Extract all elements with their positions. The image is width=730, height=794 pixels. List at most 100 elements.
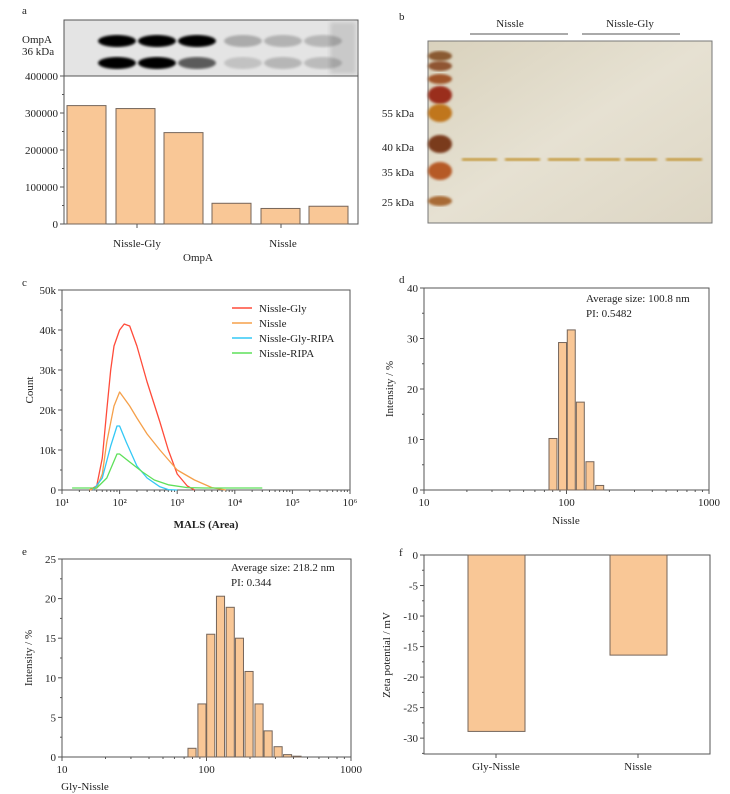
bar-nissle-gly-2 [115,108,156,225]
ladder-band [428,135,452,153]
histogram-bar [273,746,283,758]
y-tick-label: 50k [40,285,57,297]
legend-label: Nissle-Gly [259,303,307,315]
y-tick-label: 15 [45,633,57,645]
y-tick-label: 10 [45,673,57,685]
ladder-band [428,61,452,71]
y-tick-label: 100000 [25,182,59,194]
y-tick-label: 300000 [25,108,59,120]
x-category-label: Gly-Nissle [472,761,520,773]
marker-label: 25 kDa [382,197,414,209]
blot-band [178,35,216,47]
ladder-band [428,74,452,84]
blot-band [264,35,302,47]
panel-label-d: d [399,274,405,286]
y-tick-label: 200000 [25,145,59,157]
histogram-bar [548,437,558,491]
histogram-bar [254,703,264,758]
y-tick-label: 0 [51,752,57,764]
average-size-annotation: Average size: 100.8 nm [586,293,690,305]
histogram-bar [225,606,235,758]
y-tick-label: 20 [407,384,419,396]
panel-label-e: e [22,546,27,558]
y-tick-label: -20 [403,672,418,684]
y-tick-label: 5 [51,712,57,724]
gel-band-ompa [462,158,497,161]
panel-label-a: a [22,5,27,17]
y-tick-label: 10k [40,445,57,457]
y-tick-label: 25 [45,554,57,566]
x-tick-label: 10 [419,497,431,509]
marker-label: 55 kDa [382,108,414,120]
blot-band [138,57,176,69]
blot-band [138,35,176,47]
histogram-bar [206,633,216,758]
y-axis-label: Intensity / % [384,361,396,417]
blot-band [264,57,302,69]
histogram-bar [215,595,226,758]
plot-frame-a [63,75,359,225]
panel-label-f: f [399,547,403,559]
legend-label: Nissle-Gly-RIPA [259,333,334,345]
y-tick-label: -5 [409,581,419,593]
series-line-nissle-gly-ripa [92,425,178,491]
western-blot-image [63,19,359,77]
plot-frame-c [61,289,351,491]
blot-band [98,57,136,69]
plot-frame-f [423,554,711,755]
histogram-bar [263,730,273,758]
histogram-bar [558,342,568,491]
x-tick-label: 10² [112,497,127,509]
histogram-bar [187,747,197,758]
lane-group-label-nissle-gly: Nissle-Gly [606,18,654,30]
x-tick-label: 10⁴ [227,497,242,509]
y-axis-label: Zeta potential / mV [381,612,393,698]
y-tick-label: -25 [403,703,418,715]
x-axis-label: Nissle [552,515,580,527]
histogram-bar [575,401,585,491]
x-axis-label: OmpA [183,252,213,264]
x-tick-label: 1000 [340,764,363,776]
ladder-band [428,86,452,104]
bar-nissle-gly-1 [66,105,107,225]
silver-stained-gel [427,40,713,224]
lane-group-label-nissle: Nissle [496,18,524,30]
x-axis-label: Gly-Nissle [61,781,109,793]
gel-band-ompa [548,158,580,161]
y-tick-label: 30k [40,365,57,377]
gel-band-ompa [585,158,620,161]
x-tick-label: 1000 [698,497,721,509]
y-tick-label: 40 [407,283,419,295]
y-tick-label: 400000 [25,71,59,83]
panel-label-c: c [22,277,27,289]
average-size-annotation: Average size: 218.2 nm [231,562,335,574]
bar-nissle-1 [211,202,252,225]
histogram-bar [244,670,254,758]
histogram-bar [585,461,595,491]
y-tick-label: -15 [403,642,418,654]
ladder-band [428,104,452,122]
y-tick-label: 0 [51,485,57,497]
bar-nissle-gly-3 [163,132,204,225]
y-tick-label: 0 [53,219,59,231]
y-axis-label: Count [24,377,36,404]
x-category-label: Nissle [269,238,297,250]
legend-label: Nissle-RIPA [259,348,314,360]
blot-label-ompa: OmpA [22,34,52,46]
histogram-bar [234,637,244,758]
gel-band-ompa [625,158,657,161]
blot-band [304,35,342,47]
pi-annotation: PI: 0.5482 [586,308,632,320]
y-tick-label: -30 [403,733,418,745]
ladder-band [428,51,452,61]
histogram-bar [566,329,576,491]
blot-band [304,57,342,69]
y-tick-label: 0 [413,485,419,497]
marker-label: 35 kDa [382,167,414,179]
blot-band [178,57,216,69]
bar-nissle-2 [260,207,301,225]
blot-band [98,35,136,47]
x-tick-label: 10 [57,764,69,776]
